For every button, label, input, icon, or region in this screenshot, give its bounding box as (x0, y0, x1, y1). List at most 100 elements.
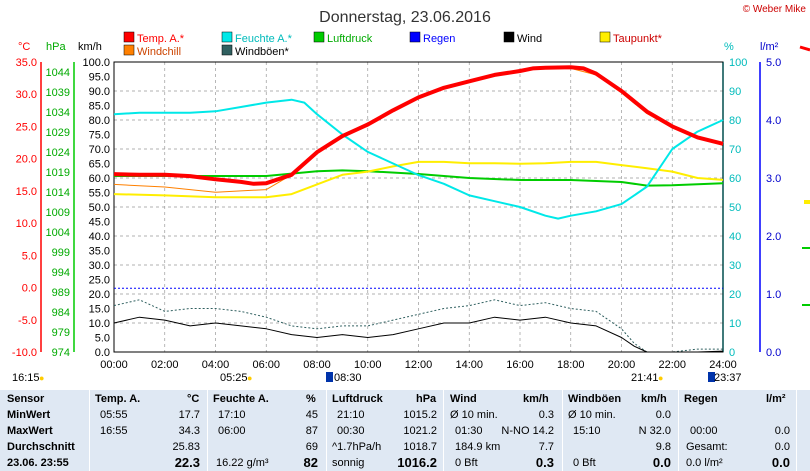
tick-label-lm2: 1.0 (766, 289, 781, 301)
row-label-avg: Durchschnitt (7, 441, 75, 453)
x-tick-label: 02:00 (151, 359, 179, 371)
x-tick-label: 06:00 (252, 359, 280, 371)
pressure-trend: ^1.7hPa/h (332, 441, 382, 453)
legend-label-pressure: Luftdruck (327, 33, 373, 45)
tick-label-hpa: 979 (52, 327, 70, 339)
wind-distance: 184.9 km (455, 441, 501, 453)
legend-label-gusts: Windböen* (235, 46, 290, 58)
tick-label-hpa: 1004 (46, 227, 70, 239)
time-marker-5: 23:37 (714, 372, 742, 384)
tick-label-pct: 80 (729, 115, 741, 127)
humidity-min: 45 (305, 409, 318, 421)
tick-label-kmh: 100.0 (82, 57, 110, 69)
x-tick-label: 12:00 (405, 359, 433, 371)
tick-label-kmh: 60.0 (89, 173, 110, 185)
grid (114, 62, 723, 352)
tick-label-pct: 30 (729, 260, 741, 272)
series-feuchtea (113, 98, 724, 220)
tick-label-kmh: 20.0 (89, 289, 110, 301)
axis-unit-kmh: km/h (78, 41, 102, 53)
ticks-hpa: 1044 1039 1034 1029 1024 1019 1014 1009 1004 999 9… (46, 67, 70, 359)
stats-table: Sensor Temp. A. °C Feuchte A. % Luftdruc… (0, 390, 810, 471)
tick-label-hpa: 999 (52, 247, 70, 259)
header-pressure: Luftdruck (332, 393, 383, 405)
tick-label-kmh: 10.0 (89, 318, 110, 330)
right-edge-red-mark (799, 45, 810, 52)
axis-unit-celsius: °C (18, 41, 30, 53)
sun-icon-1: ● (39, 373, 44, 383)
legend-swatch-wind (503, 31, 515, 43)
tick-label-kmh: 55.0 (89, 188, 110, 200)
rain-current: 0.0 (771, 455, 790, 470)
pressure-avg: 1018.7 (403, 441, 437, 453)
rain-rate: 0.0 l/m² (686, 457, 723, 469)
legend-label-temp: Temp. A.* (137, 33, 185, 45)
x-tick-label: 00:00 (100, 359, 128, 371)
header-rain: Regen (684, 393, 718, 405)
axis-unit-lm2: l/m² (760, 41, 779, 53)
pressure-condition: sonnig (332, 457, 365, 469)
ticks-celsius: 35.0 30.0 25.0 20.0 15.0 10.0 5.0 0.0 -5.0 -10.0 (12, 57, 37, 359)
ticks-x: 00:00 02:00 04:00 06:00 08:00 10:00 12:00 14:00… (100, 359, 737, 371)
gusts-10min: 0.0 (655, 409, 671, 421)
header-wind: Wind (450, 393, 477, 405)
tick-label-kmh: 45.0 (89, 217, 110, 229)
series-taupunkt (113, 160, 724, 199)
tick-label-pct: 50 (729, 202, 741, 214)
tick-label-kmh: 85.0 (89, 101, 110, 113)
wind-max-time: 01:30 (455, 425, 483, 437)
series-wind (113, 316, 724, 353)
wind-avg: 7.7 (538, 441, 554, 453)
legend-swatch-rain (409, 31, 421, 43)
tick-label-hpa: 989 (52, 287, 70, 299)
tick-label-celsius: 30.0 (16, 89, 37, 101)
legend: Temp. A.* Feuchte A.* Luftdruck Regen Wi… (123, 31, 663, 58)
tick-label-celsius: 35.0 (16, 57, 37, 69)
tick-label-pct: 70 (729, 144, 741, 156)
tick-label-hpa: 1034 (46, 107, 70, 119)
x-tick-label: 24:00 (709, 359, 737, 371)
pressure-min-time: 21:10 (337, 409, 365, 421)
tick-label-celsius: -5.0 (18, 315, 37, 327)
humidity-max: 87 (305, 425, 318, 437)
tick-label-kmh: 40.0 (89, 231, 110, 243)
x-tick-label: 20:00 (608, 359, 636, 371)
row-label-current: 23.06. 23:55 (7, 457, 69, 469)
ticks-kmh: 100.0 95.0 90.0 85.0 80.0 75.0 70.0 65.0 60.0 55.… (82, 57, 110, 359)
header-temp: Temp. A. (95, 393, 141, 405)
header-temp-unit: °C (187, 393, 200, 405)
temp-max-time: 16:55 (100, 425, 128, 437)
series-tempa (113, 65, 724, 186)
tick-label-celsius: 20.0 (16, 154, 37, 166)
gusts-max: N 32.0 (638, 425, 671, 437)
tick-label-kmh: 15.0 (89, 304, 110, 316)
header-wind-unit: km/h (523, 393, 549, 405)
tick-label-hpa: 994 (52, 267, 70, 279)
tick-label-lm2: 2.0 (766, 231, 781, 243)
time-marker-3: 08:30 (334, 372, 362, 384)
tick-label-pct: 60 (729, 173, 741, 185)
x-tick-label: 10:00 (354, 359, 382, 371)
legend-swatch-windchill (123, 44, 135, 56)
tick-label-hpa: 984 (52, 307, 70, 319)
tick-label-kmh: 30.0 (89, 260, 110, 272)
tick-label-kmh: 0.0 (95, 347, 110, 359)
humidity-current: 82 (303, 455, 318, 470)
tick-label-celsius: 10.0 (16, 218, 37, 230)
temp-current: 22.3 (174, 455, 200, 470)
pressure-max-time: 00:30 (337, 425, 365, 437)
humidity-absolute: 16.22 g/m³ (216, 457, 269, 469)
tick-label-hpa: 1039 (46, 87, 70, 99)
tick-label-pct: 20 (729, 289, 741, 301)
row-label-min: MinWert (7, 409, 51, 421)
sun-icon-3: ● (658, 373, 663, 383)
tick-label-lm2: 4.0 (766, 115, 781, 127)
tick-label-pct: 40 (729, 231, 741, 243)
weather-chart: Donnerstag, 23.06.2016 © Weber Mike Temp… (12, 4, 810, 384)
pressure-current: 1016.2 (397, 455, 437, 470)
humidity-avg: 69 (305, 441, 318, 453)
chart-title: Donnerstag, 23.06.2016 (319, 9, 491, 26)
axis-unit-hpa: hPa (46, 41, 66, 53)
header-pressure-unit: hPa (416, 393, 437, 405)
series-luftdruck (114, 169, 724, 187)
